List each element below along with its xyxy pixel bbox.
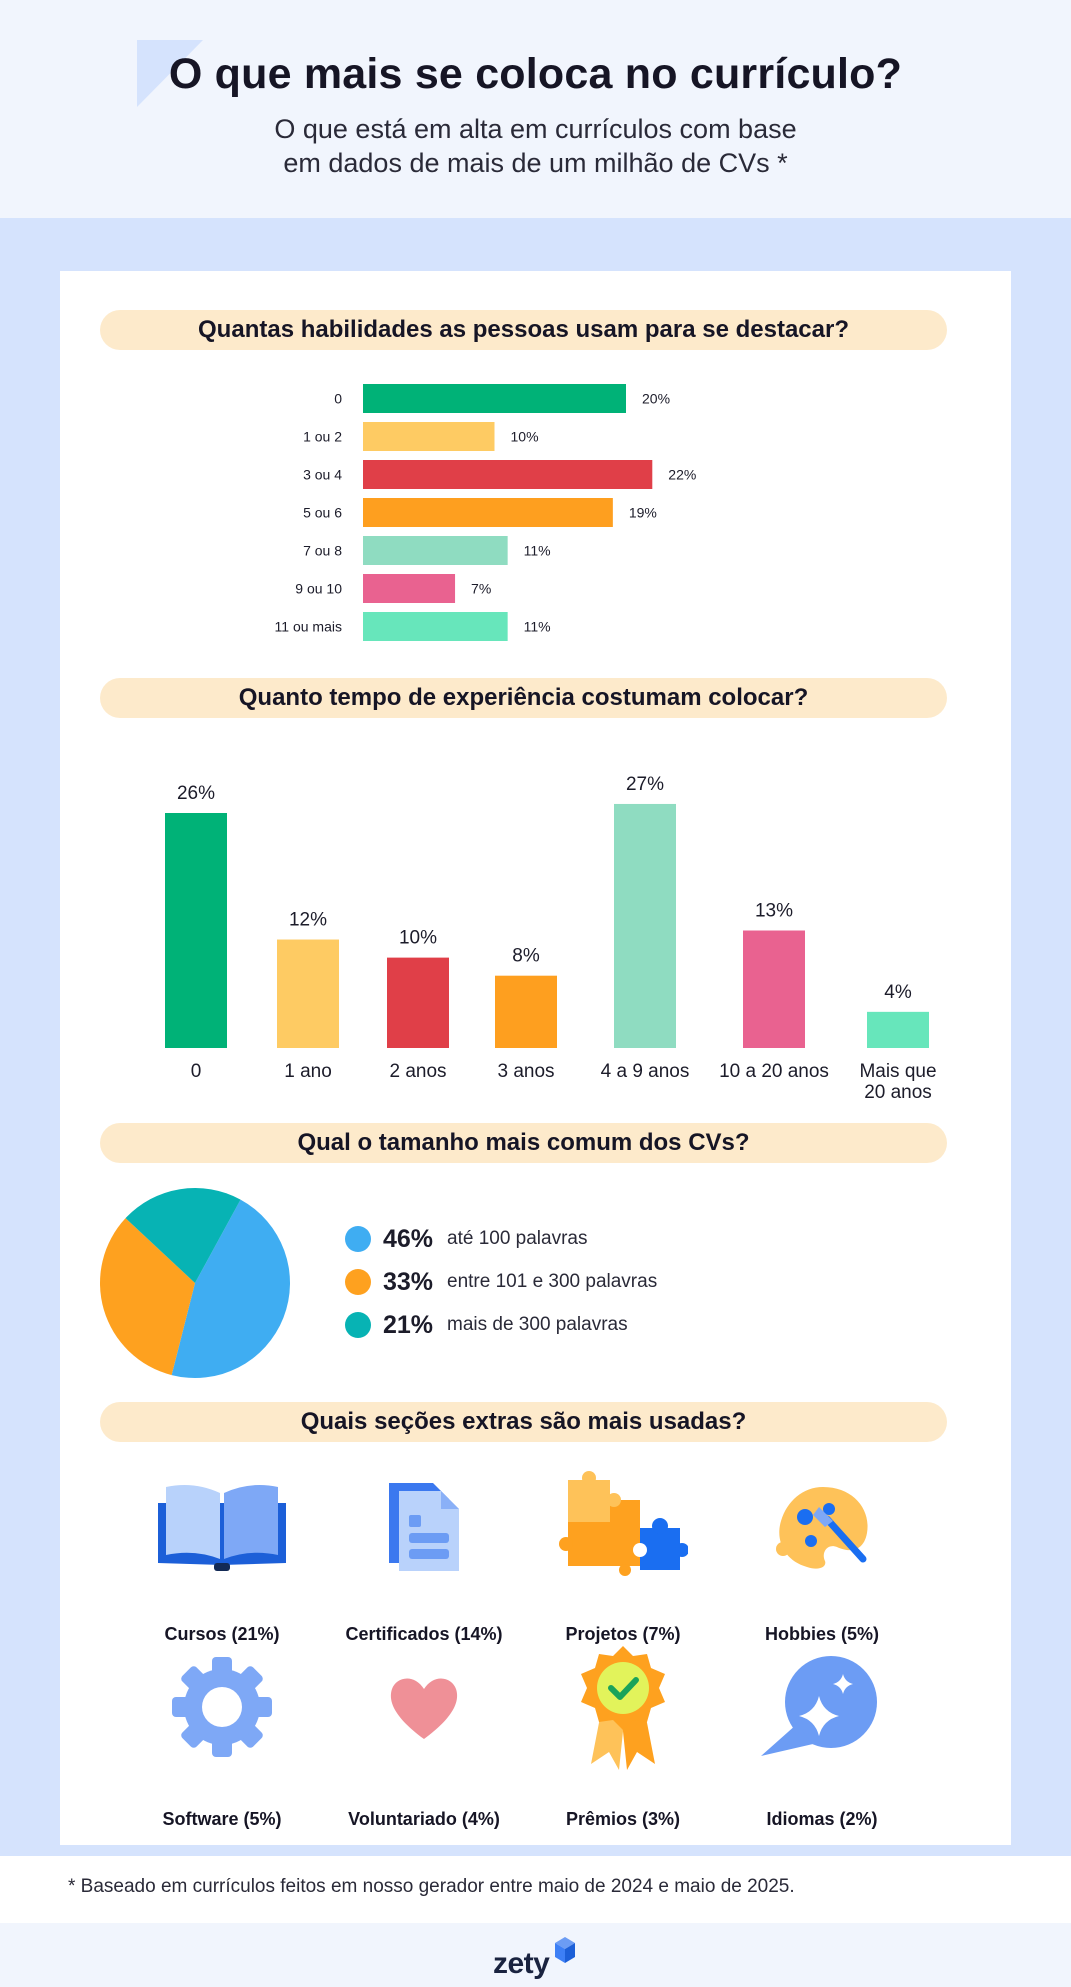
size-section-title: Qual o tamanho mais comum dos CVs? — [100, 1123, 947, 1163]
brand-name: zety — [493, 1947, 550, 1980]
extra-item-hobbies — [722, 1470, 922, 1580]
content-card — [60, 271, 1011, 1845]
skills-section-title: Quantas habilidades as pessoas usam para… — [100, 310, 947, 350]
legend-percent: 21% — [383, 1310, 434, 1339]
puzzle-icon — [559, 1471, 688, 1576]
legend-item-medium: 33% entre 101 e 300 palavras — [345, 1267, 657, 1297]
brand-logo[interactable]: zety — [493, 1937, 577, 1981]
extra-label: Hobbies (5%) — [764, 1624, 879, 1644]
legend-percent: 33% — [383, 1267, 434, 1296]
extra-item-software — [122, 1652, 322, 1762]
extra-label: Certificados (14%) — [345, 1624, 503, 1644]
legend-label: mais de 300 palavras — [447, 1314, 628, 1335]
page-title: O que mais se coloca no currículo? — [168, 50, 903, 98]
page-subtitle: O que está em alta em currículos com bas… — [0, 112, 1071, 180]
document-icon — [389, 1483, 459, 1571]
header: O que mais se coloca no currículo? O que… — [0, 0, 1071, 218]
corner-flag-decoration — [137, 40, 203, 107]
extra-label: Cursos (21%) — [164, 1624, 280, 1644]
speech-bubble-icon — [761, 1656, 877, 1756]
footer — [0, 1923, 1071, 1987]
extra-label-volunteering: Voluntariado (4%) — [324, 1809, 524, 1830]
extra-label-software: Software (5%) — [122, 1809, 322, 1830]
extra-item-volunteering — [324, 1652, 524, 1762]
legend-swatch — [345, 1269, 371, 1295]
legend-swatch — [345, 1312, 371, 1338]
experience-section-title: Quanto tempo de experiência costumam col… — [100, 678, 947, 718]
extra-label-languages: Idiomas (2%) — [722, 1809, 922, 1830]
extra-label: Prêmios (3%) — [565, 1809, 681, 1829]
extra-label-projects: Projetos (7%) — [523, 1624, 723, 1645]
brand-cube-icon — [555, 1937, 576, 1963]
legend-percent: 46% — [383, 1224, 434, 1253]
book-icon — [158, 1485, 286, 1571]
extra-item-courses — [122, 1470, 322, 1580]
extra-label-certificates: Certificados (14%) — [324, 1624, 524, 1645]
extra-item-awards — [523, 1646, 723, 1770]
extra-label: Voluntariado (4%) — [348, 1809, 500, 1829]
gear-icon — [172, 1657, 272, 1757]
extra-item-certificates — [324, 1470, 524, 1580]
legend-item-long: 21% mais de 300 palavras — [345, 1310, 628, 1340]
heart-icon — [390, 1678, 458, 1739]
footnote: * Baseado em currículos feitos em nosso … — [68, 1876, 795, 1897]
extra-item-languages — [722, 1652, 922, 1762]
extra-label: Idiomas (2%) — [766, 1809, 878, 1829]
award-icon — [581, 1646, 665, 1770]
legend-item-short: 46% até 100 palavras — [345, 1224, 588, 1254]
subtitle-line-1: O que está em alta em currículos com bas… — [274, 114, 797, 144]
palette-icon — [776, 1487, 868, 1569]
extra-label: Software (5%) — [162, 1809, 282, 1829]
extra-label: Projetos (7%) — [565, 1624, 681, 1644]
legend-label: até 100 palavras — [447, 1228, 588, 1249]
extra-label-awards: Prêmios (3%) — [523, 1809, 723, 1830]
extra-label-courses: Cursos (21%) — [122, 1624, 322, 1645]
legend-swatch — [345, 1226, 371, 1252]
legend-label: entre 101 e 300 palavras — [447, 1271, 658, 1292]
extra-label-hobbies: Hobbies (5%) — [722, 1624, 922, 1645]
subtitle-line-2: em dados de mais de um milhão de CVs * — [283, 148, 788, 178]
extras-section-title: Quais seções extras são mais usadas? — [100, 1402, 947, 1442]
extra-item-projects — [523, 1470, 723, 1580]
